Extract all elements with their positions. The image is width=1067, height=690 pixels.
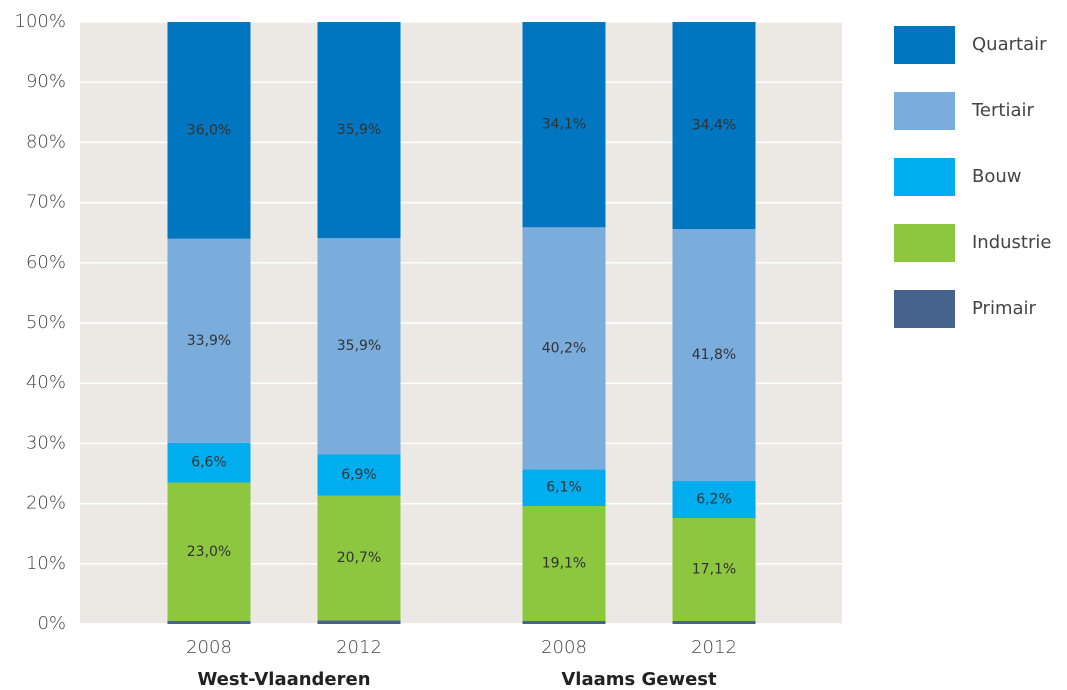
bar-segment [522, 469, 606, 507]
y-tick-label: 40% [26, 372, 66, 393]
legend-swatch [894, 92, 955, 130]
bar-segment [672, 518, 756, 621]
legend-swatch [894, 224, 955, 262]
data-label: 6,9% [341, 467, 377, 483]
y-tick-label: 0% [37, 613, 66, 634]
y-tick-label: 50% [26, 312, 66, 333]
bar-segment [522, 620, 606, 624]
x-tick-label: 2008 [186, 637, 232, 658]
data-label: 6,2% [696, 491, 732, 507]
bar-segment [167, 482, 251, 621]
bar-segment [167, 22, 251, 239]
bar-segment [522, 506, 606, 621]
bar-segment [672, 620, 756, 624]
x-tick-label: 2012 [691, 637, 737, 658]
bar-segment [317, 620, 401, 624]
data-label: 35,9% [337, 122, 381, 138]
legend-label: Industrie [972, 232, 1051, 253]
bar-segment [672, 22, 756, 230]
legend-label: Quartair [972, 34, 1047, 55]
data-label: 41,8% [692, 347, 736, 363]
bar-segment [672, 480, 756, 519]
bar-segment [317, 22, 401, 239]
data-label: 19,1% [542, 555, 586, 571]
data-label: 23,0% [187, 544, 231, 560]
y-tick-label: 70% [26, 192, 66, 213]
legend-swatch [894, 26, 955, 64]
bar-segment [672, 229, 756, 481]
y-tick-label: 90% [26, 71, 66, 92]
group-label: West-Vlaanderen [197, 669, 370, 690]
y-tick-label: 80% [26, 131, 66, 152]
legend-label: Tertiair [971, 100, 1035, 121]
data-label: 6,1% [546, 480, 582, 496]
data-label: 40,2% [542, 340, 586, 356]
legend-label: Bouw [972, 166, 1022, 187]
bar-segment [522, 22, 606, 228]
y-tick-label: 10% [26, 553, 66, 574]
bar-segment [522, 227, 606, 470]
data-label: 33,9% [187, 333, 231, 349]
x-tick-label: 2008 [541, 637, 587, 658]
bar-segment [167, 238, 251, 443]
bar-segment [317, 495, 401, 621]
bar-segment [317, 454, 401, 496]
y-tick-label: 30% [26, 432, 66, 453]
data-label: 20,7% [337, 550, 381, 566]
bar-segment [167, 620, 251, 624]
data-label: 35,9% [337, 338, 381, 354]
data-label: 34,1% [542, 117, 586, 133]
y-tick-label: 100% [15, 11, 66, 32]
data-label: 6,6% [191, 455, 227, 471]
legend-swatch [894, 290, 955, 328]
data-label: 17,1% [692, 562, 736, 578]
y-tick-label: 60% [26, 252, 66, 273]
bar-segment [317, 238, 401, 455]
y-tick-label: 20% [26, 493, 66, 514]
legend-swatch [894, 158, 955, 196]
data-label: 36,0% [187, 122, 231, 138]
legend-label: Primair [972, 298, 1037, 319]
group-label: Vlaams Gewest [561, 669, 717, 690]
data-label: 34,4% [692, 118, 736, 134]
bar-segment [167, 442, 251, 483]
x-tick-label: 2012 [336, 637, 382, 658]
